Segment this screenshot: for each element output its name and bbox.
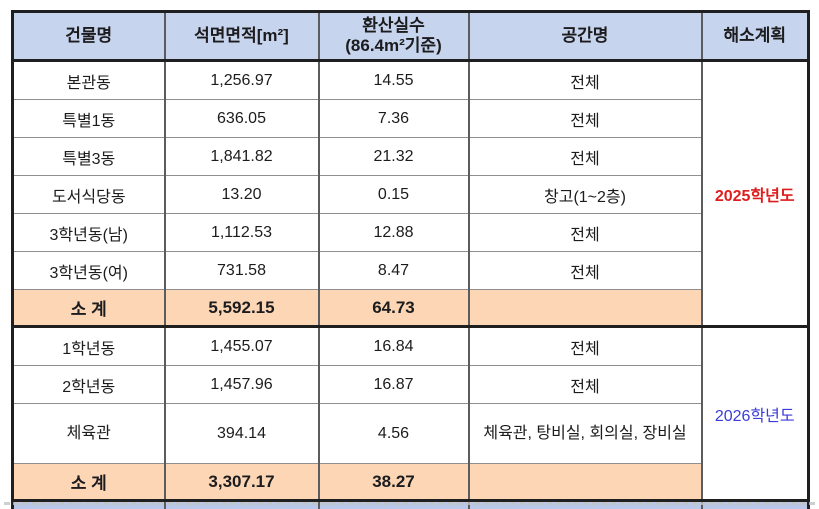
space-cell: 전체 (467, 99, 702, 138)
column-header-plan: 해소계획 (700, 11, 809, 62)
area-cell: 1,457.96 (163, 365, 319, 404)
column-header-area: 석면면적[m²] (163, 11, 319, 62)
converted-cell: 14.55 (317, 60, 469, 100)
building-name-cell: 특별3동 (12, 137, 165, 176)
plan-2026-cell: 2026학년도 (700, 325, 809, 501)
scan-artifact-line (4, 502, 815, 505)
asbestos-table: 건물명 석면면적[m²] 환산실수 (86.4m²기준) 공간명 해소계획 본관… (11, 10, 810, 509)
area-cell: 636.05 (163, 99, 319, 138)
header-row: 건물명 석면면적[m²] 환산실수 (86.4m²기준) 공간명 해소계획 (12, 11, 809, 62)
table-row: 특별1동 636.05 7.36 전체 (12, 99, 809, 138)
area-cell: 1,112.53 (163, 213, 319, 252)
area-cell: 13.20 (163, 175, 319, 214)
table-row: 도서식당동 13.20 0.15 창고(1~2층) (12, 175, 809, 214)
converted-cell: 7.36 (317, 99, 469, 138)
building-name-cell: 도서식당동 (12, 175, 165, 214)
space-cell: 창고(1~2층) (467, 175, 702, 214)
space-cell: 전체 (467, 213, 702, 252)
column-header-building: 건물명 (12, 11, 165, 62)
converted-cell: 16.87 (317, 365, 469, 404)
column-header-converted: 환산실수 (86.4m²기준) (317, 11, 469, 62)
subtotal-row-2025: 소 계 5,592.15 64.73 (12, 289, 809, 327)
subtotal-label-cell: 소 계 (12, 463, 165, 501)
space-cell: 전체 (467, 251, 702, 290)
subtotal-space-cell (467, 463, 702, 501)
converted-cell: 4.56 (317, 403, 469, 464)
converted-cell: 8.47 (317, 251, 469, 290)
building-name-cell: 1학년동 (12, 325, 165, 366)
converted-cell: 12.88 (317, 213, 469, 252)
building-name-cell: 본관동 (12, 60, 165, 100)
converted-cell: 16.84 (317, 325, 469, 366)
building-name-cell: 2학년동 (12, 365, 165, 404)
area-cell: 1,841.82 (163, 137, 319, 176)
subtotal-row-2026: 소 계 3,307.17 38.27 (12, 463, 809, 501)
converted-cell: 0.15 (317, 175, 469, 214)
space-cell: 전체 (467, 60, 702, 100)
building-name-cell: 3학년동(남) (12, 213, 165, 252)
area-cell: 731.58 (163, 251, 319, 290)
subtotal-converted-cell: 38.27 (317, 463, 469, 501)
subtotal-converted-cell: 64.73 (317, 289, 469, 327)
area-cell: 394.14 (163, 403, 319, 464)
table-row: 3학년동(남) 1,112.53 12.88 전체 (12, 213, 809, 252)
space-cell: 전체 (467, 325, 702, 366)
space-cell: 전체 (467, 137, 702, 176)
table-row: 2학년동 1,457.96 16.87 전체 (12, 365, 809, 404)
building-name-cell: 3학년동(여) (12, 251, 165, 290)
space-cell: 체육관, 탕비실, 회의실, 장비실 (467, 403, 702, 464)
table-row: 특별3동 1,841.82 21.32 전체 (12, 137, 809, 176)
area-cell: 1,455.07 (163, 325, 319, 366)
column-header-space: 공간명 (467, 11, 702, 62)
plan-2025-cell: 2025학년도 (700, 60, 809, 327)
building-name-cell: 체육관 (12, 403, 165, 464)
subtotal-label-cell: 소 계 (12, 289, 165, 327)
area-cell: 1,256.97 (163, 60, 319, 100)
converted-cell: 21.32 (317, 137, 469, 176)
table-row: 1학년동 1,455.07 16.84 전체 2026학년도 (12, 325, 809, 501)
table-row: 본관동 1,256.97 14.55 전체 2025학년도 (12, 60, 809, 327)
subtotal-area-cell: 3,307.17 (163, 463, 319, 501)
table-row: 3학년동(여) 731.58 8.47 전체 (12, 251, 809, 290)
subtotal-space-cell (467, 289, 702, 327)
subtotal-area-cell: 5,592.15 (163, 289, 319, 327)
space-cell: 전체 (467, 365, 702, 404)
building-name-cell: 특별1동 (12, 99, 165, 138)
table-row: 체육관 394.14 4.56 체육관, 탕비실, 회의실, 장비실 (12, 403, 809, 464)
